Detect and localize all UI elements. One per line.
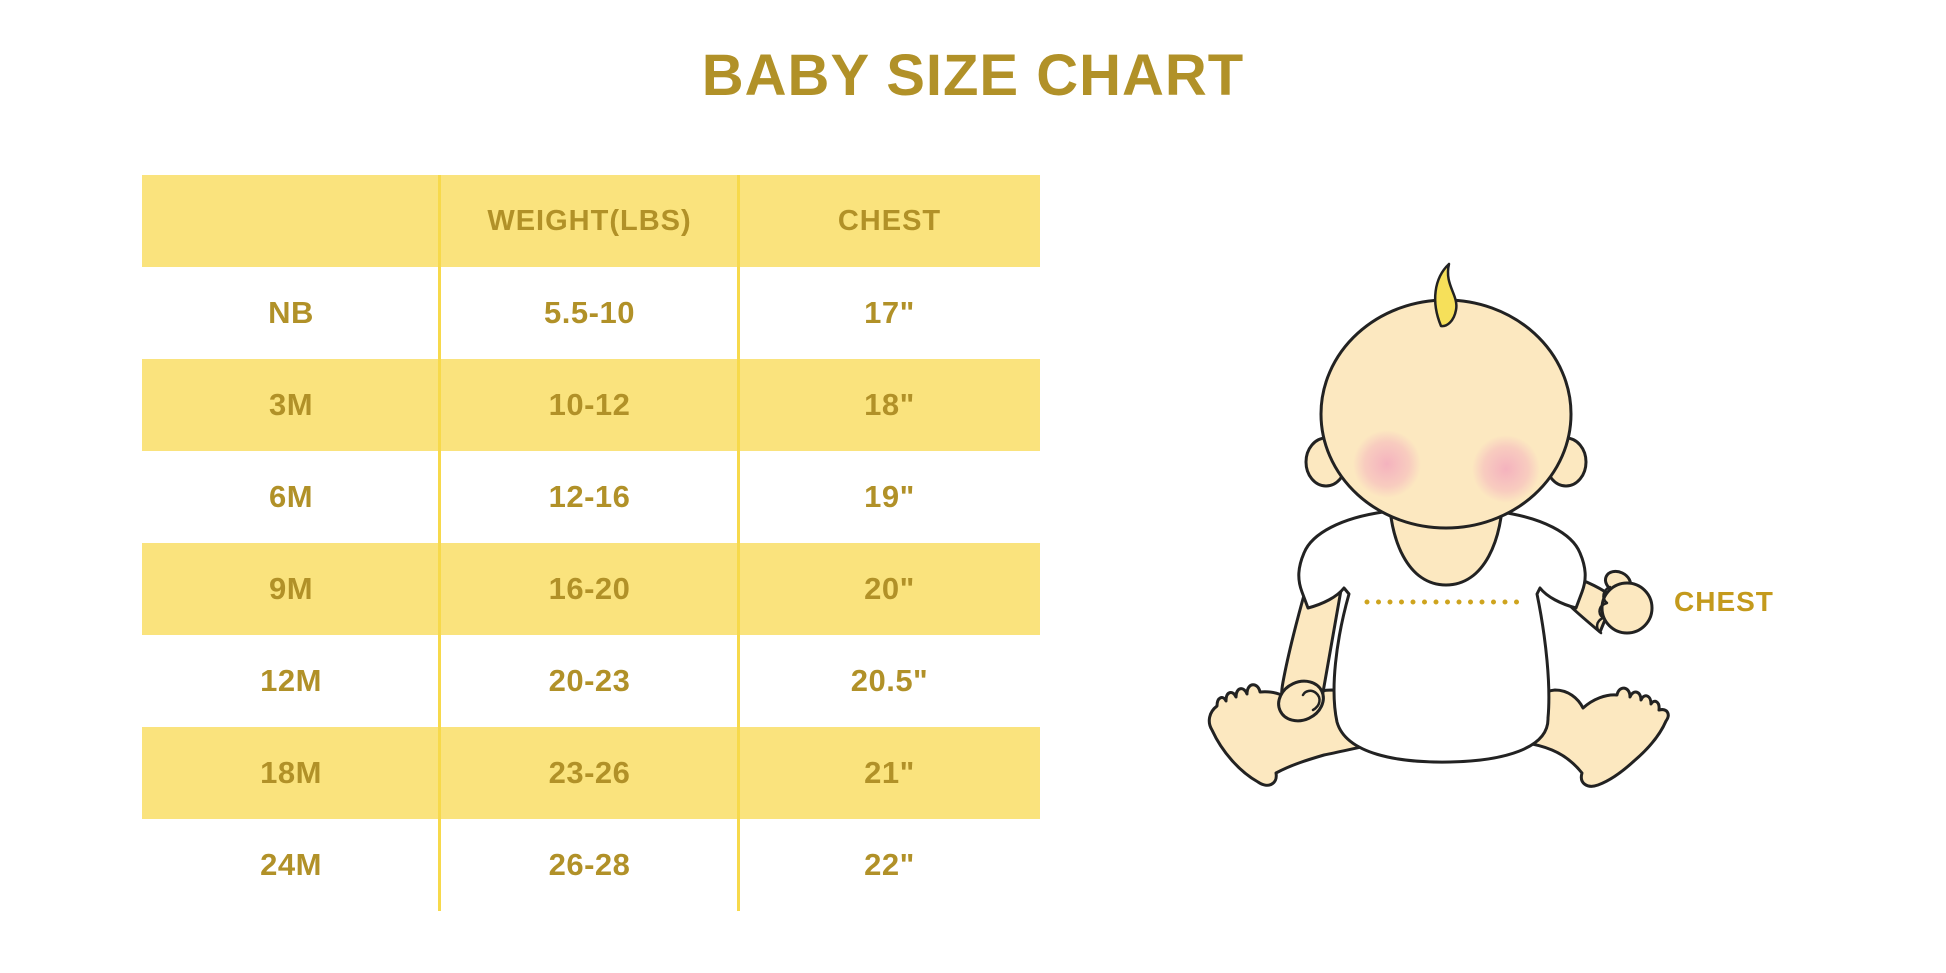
weight-cell: 26-28	[548, 847, 631, 882]
baby-illustration: CHEST	[1207, 262, 1774, 788]
table-row: 24M 26-28 22"	[142, 819, 1040, 911]
size-cell: 18M	[260, 755, 322, 790]
chest-cell: 20"	[864, 571, 915, 606]
weight-cell: 16-20	[548, 571, 631, 606]
baby-hair	[1434, 262, 1458, 328]
chest-cell: 21"	[864, 755, 915, 790]
baby-right-fist	[1600, 581, 1654, 635]
header-cell-size	[142, 175, 440, 267]
weight-cell: 12-16	[548, 479, 631, 514]
baby-head	[1319, 298, 1573, 530]
baby-right-fist-knuckles	[1595, 585, 1612, 635]
baby-body	[1297, 506, 1587, 764]
size-cell: 12M	[260, 663, 322, 698]
table-row: 12M 20-23 20.5"	[142, 635, 1040, 727]
chest-cell: 17"	[864, 295, 915, 330]
chest-label: CHEST	[1674, 586, 1774, 617]
size-cell: 9M	[268, 571, 314, 606]
size-cell: 24M	[260, 847, 322, 882]
table-header-row: WEIGHT(LBS) CHEST	[142, 175, 1040, 267]
table-row: 9M 16-20 20"	[142, 543, 1040, 635]
header-cell-chest: CHEST	[837, 204, 942, 237]
chest-cell: 22"	[864, 847, 915, 882]
weight-cell: 23-26	[548, 755, 631, 790]
table-row: NB 5.5-10 17"	[142, 267, 1040, 359]
size-cell: NB	[268, 295, 314, 330]
baby-blush-right	[1472, 435, 1540, 503]
table-row: 18M 23-26 21"	[142, 727, 1040, 819]
chest-cell: 18"	[864, 387, 915, 422]
page-title: BABY SIZE CHART	[701, 43, 1245, 108]
chest-cell: 19"	[864, 479, 915, 514]
size-cell: 6M	[268, 479, 314, 514]
column-divider	[737, 175, 740, 911]
column-divider	[438, 175, 441, 911]
weight-cell: 20-23	[548, 663, 631, 698]
size-cell: 3M	[268, 387, 314, 422]
size-table: WEIGHT(LBS) CHEST NB 5.5-10 17" 3M 10-12…	[142, 175, 1040, 911]
table-row: 3M 10-12 18"	[142, 359, 1040, 451]
table-row: 6M 12-16 19"	[142, 451, 1040, 543]
weight-cell: 5.5-10	[544, 295, 635, 330]
weight-cell: 10-12	[548, 387, 631, 422]
chest-cell: 20.5"	[850, 663, 929, 698]
baby-blush-left	[1353, 430, 1421, 498]
baby-left-hand-curl	[1301, 689, 1321, 712]
header-cell-weight: WEIGHT(LBS)	[487, 204, 692, 237]
